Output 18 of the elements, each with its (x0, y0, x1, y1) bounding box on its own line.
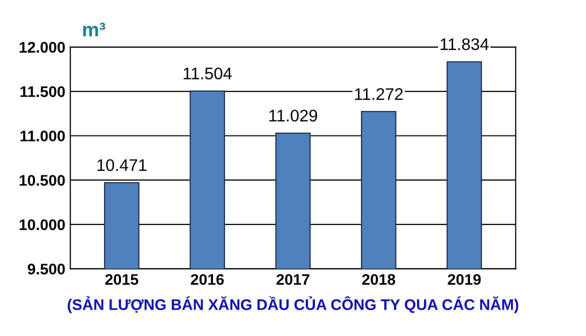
y-tick-label: 12.000 (20, 42, 65, 53)
y-tick-label: 11.500 (20, 86, 65, 98)
data-label: 11.504 (184, 68, 232, 80)
y-tick-label: 10.000 (20, 219, 65, 230)
y-axis-title: m³ (83, 22, 106, 36)
x-tick-label: 2018 (362, 274, 396, 285)
x-tick-label: 2016 (190, 274, 224, 285)
data-label: 10.471 (97, 159, 146, 172)
data-label: 11.834 (440, 38, 489, 50)
y-tick-label: 10.500 (20, 174, 65, 186)
x-axis-title: (SẢN LƯỢNG BÁN XĂNG DẦU CỦA CÔNG TY QUA CÁC NĂM) (68, 296, 518, 314)
y-tick-label: 11.000 (20, 130, 65, 142)
x-tick-label: 2019 (448, 274, 481, 285)
y-tick-label: 9.500 (28, 264, 65, 274)
data-label: 11.272 (355, 88, 403, 100)
x-tick-label: 2017 (276, 274, 310, 285)
data-label: 11.029 (269, 110, 318, 122)
x-tick-label: 2015 (105, 274, 138, 285)
